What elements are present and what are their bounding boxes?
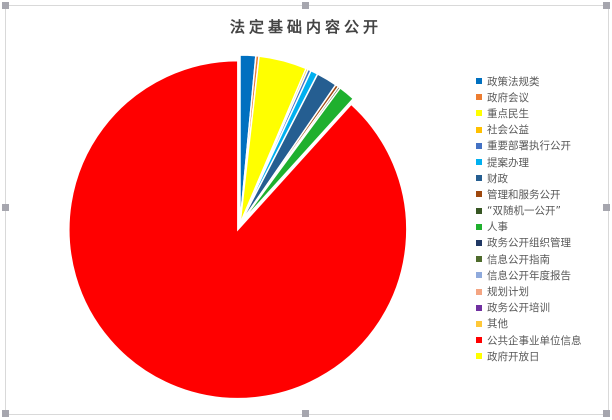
legend-item[interactable]: 信息公开年度报告 [476,267,582,283]
resize-handle-top-left[interactable] [2,2,9,9]
resize-handle-bottom[interactable] [302,410,309,417]
legend-label: 社会公益 [487,124,529,137]
resize-handle-left[interactable] [2,204,9,211]
legend-item[interactable]: 提案办理 [476,154,582,170]
resize-handle-top-right[interactable] [603,2,610,9]
legend-swatch [476,207,482,214]
legend-swatch [476,353,482,360]
legend-item[interactable]: 社会公益 [476,122,582,138]
legend-item[interactable]: 规划计划 [476,283,582,299]
resize-handle-bottom-left[interactable] [2,410,9,417]
resize-handle-right[interactable] [603,204,610,211]
legend-item[interactable]: 财政 [476,170,582,186]
legend-item[interactable]: 政务公开组织管理 [476,235,582,251]
legend-label: 公共企事业单位信息 [487,334,582,347]
legend-item[interactable]: 政府开放日 [476,348,582,364]
legend-swatch [476,159,482,166]
resize-handle-top[interactable] [302,2,309,9]
legend-swatch [476,126,482,133]
legend-swatch [476,191,482,198]
legend-swatch [476,272,482,279]
legend-item[interactable]: 政策法规类 [476,73,582,89]
legend-label: 重要部署执行公开 [487,140,571,153]
legend-item[interactable]: 政府会议 [476,89,582,105]
legend-item[interactable]: 人事 [476,219,582,235]
legend-label: 政府会议 [487,91,529,104]
legend-label: 财政 [487,172,508,185]
legend-label: 规划计划 [487,286,529,299]
legend-swatch [476,94,482,101]
pie-slice-9[interactable] [239,86,355,225]
legend-item[interactable]: “双随机一公开” [476,203,582,219]
legend-item[interactable]: 公共企事业单位信息 [476,332,582,348]
pie-slice-16[interactable] [68,59,408,400]
legend-swatch [476,320,482,327]
legend-label: 其他 [487,318,508,331]
legend-label: 信息公开年度报告 [487,269,571,282]
legend-swatch [476,256,482,263]
legend-label: 政务公开组织管理 [487,237,571,250]
legend-label: 政策法规类 [487,75,540,88]
legend-swatch [476,337,482,344]
legend-label: 提案办理 [487,156,529,169]
legend-label: 政务公开培训 [487,302,550,315]
legend-swatch [476,288,482,295]
legend-swatch [476,304,482,311]
legend-swatch [476,110,482,117]
legend-label: “双随机一公开” [487,205,561,218]
legend-label: 政府开放日 [487,350,540,363]
legend-swatch [476,142,482,149]
legend-label: 人事 [487,221,508,234]
legend-item[interactable]: 重点民生 [476,105,582,121]
resize-handle-bottom-right[interactable] [603,410,610,417]
legend-item[interactable]: 信息公开指南 [476,251,582,267]
legend-swatch [476,175,482,182]
legend-item[interactable]: 其他 [476,316,582,332]
legend-swatch [476,239,482,246]
legend-item[interactable]: 重要部署执行公开 [476,138,582,154]
legend-label: 管理和服务公开 [487,188,561,201]
legend-item[interactable]: 管理和服务公开 [476,186,582,202]
legend-label: 重点民生 [487,107,529,120]
legend: 政策法规类政府会议重点民生社会公益重要部署执行公开 提案办理财政管理和服务公开 “双… [476,73,582,364]
legend-item[interactable]: 政务公开培训 [476,300,582,316]
legend-swatch [476,223,482,230]
chart-title: 法定基础内容公开 [229,18,382,36]
legend-label: 信息公开指南 [487,253,550,266]
legend-swatch [476,78,482,85]
